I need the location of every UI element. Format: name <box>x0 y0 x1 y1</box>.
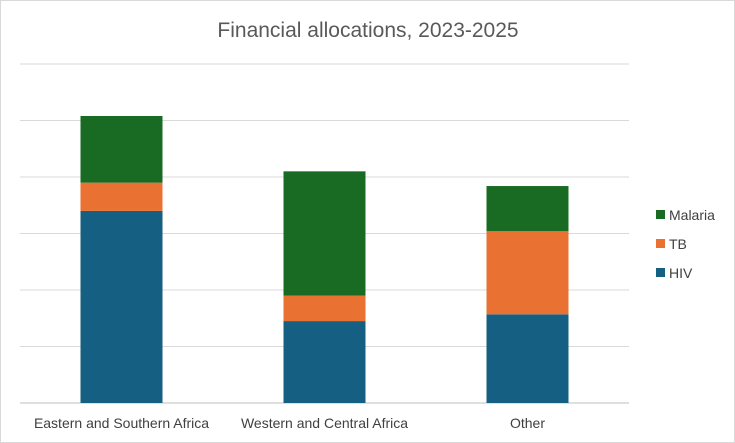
x-axis-ticks: Eastern and Southern Africa Western and C… <box>34 415 545 431</box>
bar-tb-3 <box>486 231 569 315</box>
bar-malaria-3 <box>486 186 569 232</box>
bars <box>80 115 569 403</box>
legend-label-tb: TB <box>669 236 687 252</box>
x-tick-label: Eastern and Southern Africa <box>34 415 209 431</box>
bar-malaria-2 <box>283 171 366 296</box>
legend-swatch-hiv <box>656 268 665 277</box>
x-tick-label: Other <box>510 415 545 431</box>
legend: Malaria TB HIV <box>656 207 715 281</box>
legend-swatch-tb <box>656 239 665 248</box>
bar-malaria-1 <box>80 115 163 183</box>
legend-swatch-malaria <box>656 210 665 219</box>
x-tick-label: Western and Central Africa <box>241 415 408 431</box>
bar-tb-2 <box>283 295 366 322</box>
bar-hiv-1 <box>80 210 163 403</box>
bar-hiv-2 <box>283 321 366 403</box>
chart-title: Financial allocations, 2023-2025 <box>217 19 518 42</box>
legend-label-hiv: HIV <box>669 265 693 281</box>
bar-hiv-3 <box>486 314 569 403</box>
bar-tb-1 <box>80 182 163 211</box>
legend-label-malaria: Malaria <box>669 207 715 223</box>
